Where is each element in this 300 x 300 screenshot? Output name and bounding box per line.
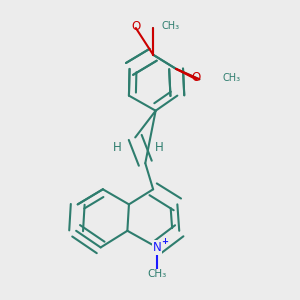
Text: CH₃: CH₃ bbox=[148, 269, 167, 279]
Text: O: O bbox=[131, 20, 140, 33]
Text: O: O bbox=[192, 71, 201, 84]
Text: H: H bbox=[155, 141, 164, 154]
Text: H: H bbox=[113, 141, 122, 154]
Text: N: N bbox=[153, 241, 162, 254]
Text: +: + bbox=[161, 237, 168, 246]
Text: CH₃: CH₃ bbox=[223, 73, 241, 83]
Text: CH₃: CH₃ bbox=[161, 22, 179, 32]
